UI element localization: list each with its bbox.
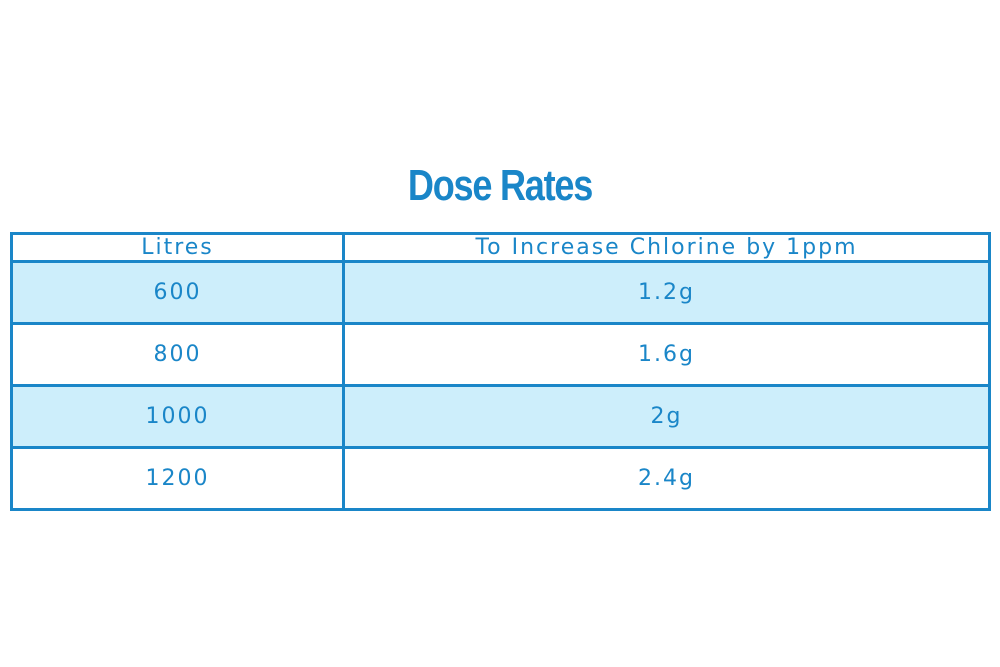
cell-dose: 1.2g (342, 260, 991, 325)
table-row: 600 1.2g (10, 260, 991, 325)
page-title: Dose Rates (407, 161, 593, 210)
table-row: 1000 2g (10, 384, 991, 449)
column-header-litres: Litres (10, 232, 345, 263)
cell-litres: 1200 (10, 446, 345, 511)
cell-litres: 1000 (10, 384, 345, 449)
column-header-chlorine-increase: To Increase Chlorine by 1ppm (342, 232, 991, 263)
cell-dose: 2.4g (342, 446, 991, 511)
dose-rates-table: Litres To Increase Chlorine by 1ppm 600 … (10, 232, 991, 511)
table-row: 800 1.6g (10, 322, 991, 387)
cell-dose: 2g (342, 384, 991, 449)
table-header-row: Litres To Increase Chlorine by 1ppm (10, 232, 991, 263)
cell-litres: 600 (10, 260, 345, 325)
cell-litres: 800 (10, 322, 345, 387)
table-row: 1200 2.4g (10, 446, 991, 511)
cell-dose: 1.6g (342, 322, 991, 387)
